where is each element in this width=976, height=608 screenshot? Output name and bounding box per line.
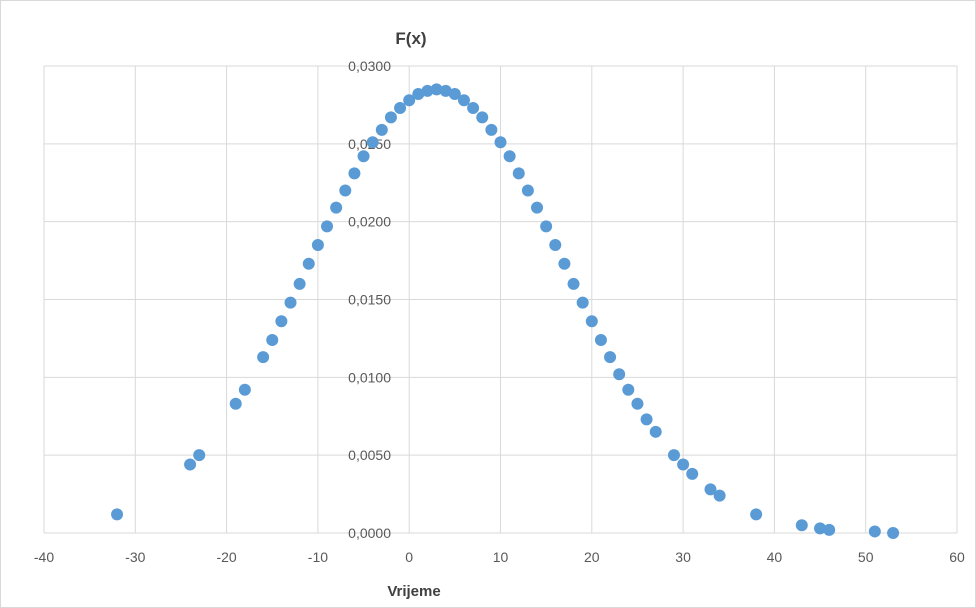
data-point	[677, 458, 690, 471]
data-point	[375, 123, 388, 136]
gridlines	[43, 65, 958, 534]
data-point	[339, 184, 352, 197]
data-point	[412, 88, 425, 101]
data-point	[686, 467, 699, 480]
data-point	[311, 239, 324, 252]
data-point	[795, 519, 808, 532]
data-point	[713, 489, 726, 502]
data-point	[238, 383, 251, 396]
data-point	[403, 94, 416, 107]
data-point	[868, 525, 881, 538]
data-point	[576, 296, 589, 309]
x-tick-label: -30	[125, 549, 145, 565]
chart-title: F(x)	[395, 29, 426, 48]
data-point	[293, 277, 306, 290]
data-point	[613, 368, 626, 381]
x-tick-label: -20	[216, 549, 236, 565]
x-tick-label: 10	[493, 549, 509, 565]
data-points	[111, 83, 900, 539]
data-point	[448, 88, 461, 101]
y-tick-label: 0,0100	[348, 369, 391, 385]
data-point	[558, 257, 571, 270]
data-point	[394, 102, 407, 115]
data-point	[111, 508, 124, 521]
data-point	[585, 315, 598, 328]
data-point	[531, 201, 544, 214]
y-tick-label: 0,0000	[348, 525, 391, 541]
data-point	[321, 220, 334, 233]
data-point	[503, 150, 516, 163]
data-point	[384, 111, 397, 124]
data-point	[594, 333, 607, 346]
data-point	[704, 483, 717, 496]
data-point	[257, 351, 270, 364]
data-point	[467, 102, 480, 115]
data-point	[302, 257, 315, 270]
data-point	[667, 449, 680, 462]
data-point	[266, 333, 279, 346]
y-tick-label: 0,0150	[348, 292, 391, 308]
data-point	[485, 123, 498, 136]
x-tick-label: -10	[308, 549, 328, 565]
data-point	[421, 84, 434, 97]
data-point	[229, 397, 242, 410]
x-axis-tick-labels: -40 -30 -20 -10 0 10 20 30 40 50 60	[34, 549, 965, 565]
data-point	[823, 523, 836, 536]
y-tick-label: 0,0050	[348, 447, 391, 463]
data-point	[631, 397, 644, 410]
data-point	[512, 167, 525, 180]
data-point	[430, 83, 443, 96]
x-axis-title: Vrijeme	[387, 583, 440, 600]
data-point	[275, 315, 288, 328]
x-tick-label: -40	[34, 549, 54, 565]
x-tick-label: 60	[949, 549, 965, 565]
data-point	[494, 136, 507, 149]
data-point	[549, 239, 562, 252]
data-point	[348, 167, 361, 180]
data-point	[439, 84, 452, 97]
data-point	[330, 201, 343, 214]
data-point	[640, 413, 653, 426]
x-tick-label: 50	[858, 549, 874, 565]
data-point	[604, 351, 617, 364]
data-point	[521, 184, 534, 197]
data-point	[540, 220, 553, 233]
x-tick-label: 20	[584, 549, 600, 565]
data-point	[457, 94, 470, 107]
data-point	[193, 449, 206, 462]
y-axis-tick-labels: 0,00000,00500,01000,01500,02000,02500,03…	[348, 58, 391, 541]
data-point	[284, 296, 297, 309]
data-point	[622, 383, 635, 396]
x-tick-label: 30	[675, 549, 691, 565]
y-tick-label: 0,0200	[348, 214, 391, 230]
data-point	[567, 277, 580, 290]
data-point	[814, 522, 827, 535]
data-point	[184, 458, 197, 471]
data-point	[750, 508, 763, 521]
x-tick-label: 0	[405, 549, 413, 565]
data-point	[357, 150, 370, 163]
data-point	[887, 527, 900, 539]
data-point	[476, 111, 489, 124]
y-tick-label: 0,0300	[348, 58, 391, 74]
data-point	[366, 136, 379, 149]
x-tick-label: 40	[767, 549, 783, 565]
data-point	[649, 425, 662, 438]
